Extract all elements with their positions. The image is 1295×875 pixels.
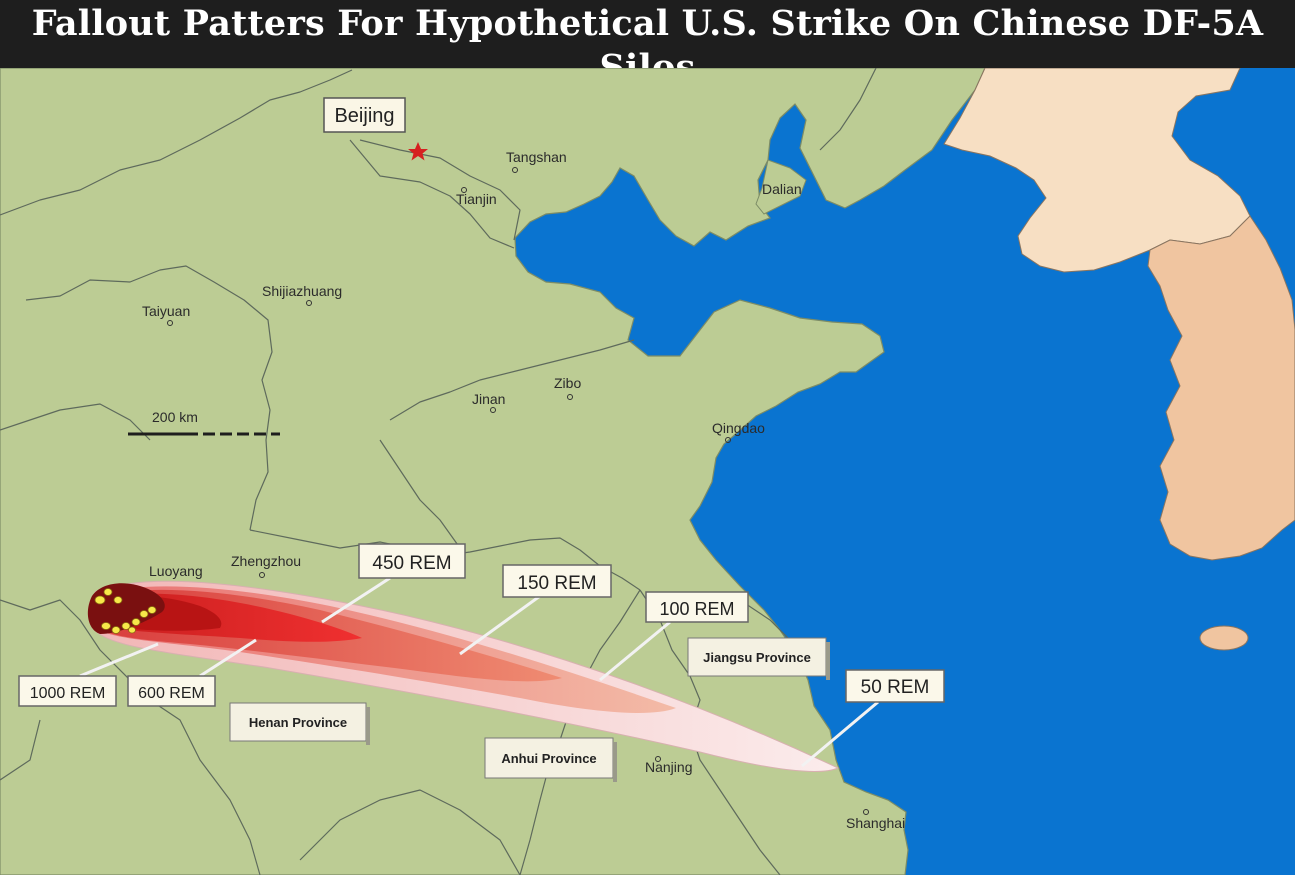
dose-label-1000: 1000 REM <box>18 642 159 707</box>
silo-marker <box>94 595 106 605</box>
dose-label-150: 150 REM <box>459 564 612 656</box>
dose-text-150: 150 REM <box>517 573 596 594</box>
city-circle-marker-icon <box>567 394 573 400</box>
city-label-shijiazhuang: Shijiazhuang <box>262 283 342 299</box>
jeju-island <box>1199 625 1249 651</box>
city-label-tangshan: Tangshan <box>506 149 567 165</box>
province-label-anhui: Anhui Province <box>501 751 596 766</box>
city-circle-marker-icon <box>512 167 518 173</box>
city-circle-marker-icon <box>655 756 661 762</box>
province-box-jiangsu: Jiangsu Province <box>687 637 830 680</box>
silo-marker <box>113 596 123 604</box>
city-circle-marker-icon <box>461 187 467 193</box>
red-star-icon <box>408 142 428 161</box>
silo-marker <box>101 622 111 630</box>
city-label-nanjing: Nanjing <box>645 759 692 775</box>
scale-label: 200 km <box>152 409 198 425</box>
city-label-zibo: Zibo <box>554 375 581 391</box>
city-label-taiyuan: Taiyuan <box>142 303 190 319</box>
dose-text-50: 50 REM <box>861 677 930 698</box>
south-korea <box>1147 215 1295 561</box>
city-circle-marker-icon <box>259 572 265 578</box>
province-label-jiangsu: Jiangsu Province <box>703 650 811 665</box>
city-label-jinan: Jinan <box>472 391 505 407</box>
province-box-anhui: Anhui Province <box>484 737 617 782</box>
beijing-marker: Beijing <box>323 97 428 161</box>
scale-bar: 200 km <box>128 409 280 436</box>
city-circle-marker-icon <box>306 300 312 306</box>
province-labels: Jiangsu Province Henan Province Anhui Pr… <box>229 637 830 782</box>
liaodong-peninsula <box>755 159 807 215</box>
silo-markers <box>94 588 157 634</box>
province-label-henan: Henan Province <box>249 715 347 730</box>
city-label-dalian: Dalian <box>762 181 802 197</box>
city-label-beijing: Beijing <box>334 105 394 127</box>
dose-text-450: 450 REM <box>372 553 451 574</box>
plume-1000-rem-contour <box>87 583 165 634</box>
city-label-qingdao: Qingdao <box>712 420 765 436</box>
dose-label-100: 100 REM <box>599 591 749 682</box>
dose-label-600: 600 REM <box>127 638 257 707</box>
north-korea <box>943 68 1251 273</box>
city-circle-marker-icon <box>167 320 173 326</box>
city-circle-marker-icon <box>725 437 731 443</box>
beijing-box <box>323 97 406 133</box>
silo-marker <box>139 610 149 618</box>
silo-marker <box>103 588 113 596</box>
city-label-tianjin: Tianjin <box>456 191 497 207</box>
dose-text-1000: 1000 REM <box>30 685 106 702</box>
province-box-henan: Henan Province <box>229 702 370 745</box>
city-labels: Tangshan Dalian Tianjin Shijiazhuang Tai… <box>142 149 905 831</box>
silo-marker <box>111 626 121 634</box>
city-label-luoyang: Luoyang <box>149 563 203 579</box>
silo-marker <box>147 606 157 614</box>
fallout-map: 200 km Beijing Tangshan Dalian Tianjin S… <box>0 68 1295 875</box>
dose-text-100: 100 REM <box>659 599 734 619</box>
city-label-zhengzhou: Zhengzhou <box>231 553 301 569</box>
silo-marker <box>131 618 141 626</box>
dose-text-600: 600 REM <box>138 685 205 702</box>
fallout-plume <box>87 580 840 772</box>
city-label-shanghai: Shanghai <box>846 815 905 831</box>
city-circle-marker-icon <box>490 407 496 413</box>
city-circle-marker-icon <box>863 809 869 815</box>
silo-marker <box>121 622 131 630</box>
dose-label-50: 50 REM <box>801 669 945 768</box>
dose-labels: 450 REM 150 REM 100 REM 1000 REM 600 REM <box>18 543 945 768</box>
silo-marker <box>128 626 136 634</box>
title-bar: Fallout Patters For Hypothetical U.S. St… <box>0 0 1295 88</box>
dose-label-450: 450 REM <box>321 543 466 624</box>
